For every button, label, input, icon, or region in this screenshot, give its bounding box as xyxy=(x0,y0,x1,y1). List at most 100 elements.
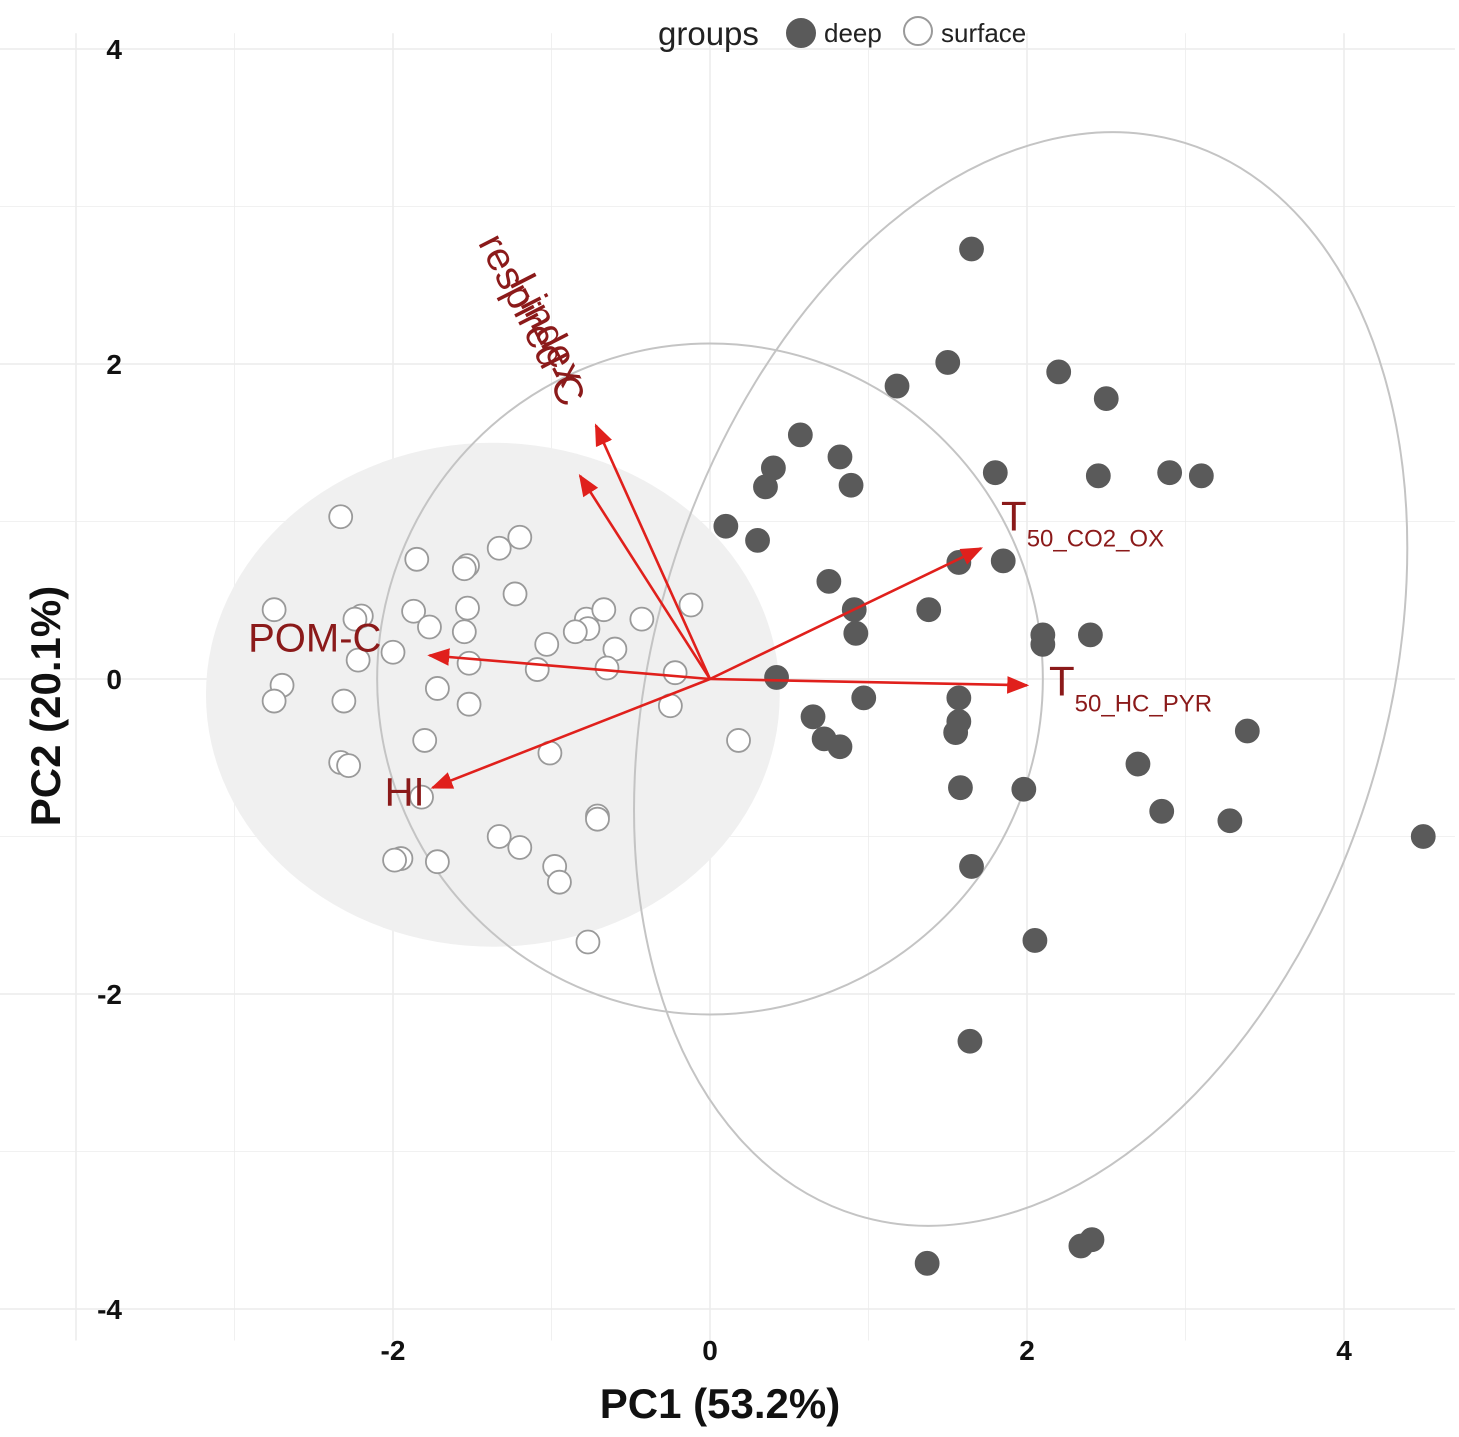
x-axis-title: PC1 (53.2%) xyxy=(600,1380,840,1427)
point-deep xyxy=(884,373,910,399)
point-deep xyxy=(745,528,770,553)
loading-label-2: POM-C xyxy=(248,616,381,660)
point-deep xyxy=(1030,631,1056,657)
point-surface xyxy=(486,535,512,561)
ellipse-surface-0 xyxy=(205,442,780,947)
loading-label-subscript-4: 50_CO2_OX xyxy=(1027,525,1164,552)
y-tick-label: 0 xyxy=(106,664,122,695)
point-surface xyxy=(547,869,572,895)
point-surface xyxy=(404,546,430,572)
point-deep xyxy=(827,444,853,470)
point-deep xyxy=(935,350,961,375)
point-deep xyxy=(948,775,973,801)
point-surface xyxy=(451,619,477,645)
loading-arrow-3 xyxy=(430,677,711,789)
point-deep xyxy=(713,513,739,539)
legend-key-deep xyxy=(786,18,816,48)
point-surface xyxy=(261,688,287,714)
point-surface xyxy=(409,784,434,810)
point-deep xyxy=(753,474,778,500)
x-tick-label: 0 xyxy=(702,1335,718,1366)
y-tick-label: -4 xyxy=(97,1294,122,1325)
x-tick-label: 2 xyxy=(1019,1335,1035,1366)
point-surface xyxy=(507,835,533,860)
point-deep xyxy=(990,548,1016,574)
group-ellipses xyxy=(205,131,1409,1227)
loading-label-4: T50_CO2_OX xyxy=(1001,492,1164,552)
point-surface xyxy=(456,691,482,717)
point-deep xyxy=(800,704,826,730)
point-deep xyxy=(851,685,877,711)
point-surface xyxy=(662,660,688,686)
point-deep xyxy=(1217,808,1243,834)
scatter-points xyxy=(261,236,1436,1276)
ellipse-surface-1 xyxy=(376,342,1044,1016)
point-deep xyxy=(1234,718,1260,744)
legend: groups deep surface xyxy=(658,15,1026,52)
point-deep xyxy=(1085,463,1111,489)
point-surface xyxy=(456,650,482,676)
point-surface xyxy=(417,614,442,640)
loading-label-subscript-5: 50_HC_PYR xyxy=(1075,690,1212,717)
point-surface xyxy=(412,728,438,753)
loading-arrow-0 xyxy=(594,423,712,680)
loading-label-3: HI xyxy=(385,771,425,815)
point-surface xyxy=(629,606,655,632)
loading-arrow-1 xyxy=(578,473,712,680)
point-deep xyxy=(957,1028,983,1054)
point-surface xyxy=(486,824,512,849)
legend-label-deep: deep xyxy=(824,18,882,48)
point-surface xyxy=(451,556,477,582)
point-surface xyxy=(507,524,533,550)
point-surface xyxy=(424,849,450,875)
point-deep xyxy=(982,460,1008,486)
point-surface xyxy=(562,619,588,645)
point-surface xyxy=(726,728,751,753)
point-surface xyxy=(424,676,450,701)
point-deep xyxy=(943,720,969,745)
ellipse-deep-2 xyxy=(633,131,1409,1227)
point-surface xyxy=(585,806,610,832)
point-surface xyxy=(502,581,528,607)
point-deep xyxy=(1125,751,1151,777)
point-deep xyxy=(1157,460,1183,486)
point-deep xyxy=(1078,622,1103,648)
point-deep xyxy=(914,1250,940,1276)
point-deep xyxy=(916,597,942,623)
point-surface xyxy=(345,647,371,673)
y-tick-label: 4 xyxy=(106,34,122,65)
point-deep xyxy=(827,734,853,760)
point-surface xyxy=(575,929,601,955)
point-surface xyxy=(524,657,550,682)
point-surface xyxy=(342,606,368,632)
point-deep xyxy=(764,665,789,690)
point-surface xyxy=(534,631,560,657)
point-deep xyxy=(1093,386,1119,412)
point-deep xyxy=(787,422,813,448)
y-tick-label: 2 xyxy=(106,349,122,380)
point-deep xyxy=(1149,798,1175,824)
point-surface xyxy=(380,639,406,665)
point-deep xyxy=(1022,928,1048,953)
point-deep xyxy=(946,685,972,711)
y-tick-label: -2 xyxy=(97,979,122,1010)
loading-arrow-4 xyxy=(709,547,984,681)
point-deep xyxy=(1011,776,1037,802)
point-deep xyxy=(1046,359,1072,385)
point-surface xyxy=(401,598,427,624)
point-deep xyxy=(843,620,869,646)
point-deep xyxy=(816,568,842,594)
point-deep xyxy=(838,472,864,498)
tick-labels: -2 0 2 4 -4 -2 0 2 4 xyxy=(97,34,1352,1366)
point-deep xyxy=(959,854,984,879)
point-surface xyxy=(336,753,362,779)
point-surface xyxy=(455,595,480,621)
loading-arrow-5 xyxy=(709,676,1030,694)
point-surface xyxy=(261,597,287,623)
y-axis-title: PC2 (20.1%) xyxy=(22,586,69,826)
loading-arrow-2 xyxy=(427,648,711,681)
point-surface xyxy=(594,655,620,681)
loading-label-1: respired-C xyxy=(470,227,594,413)
point-surface xyxy=(328,504,354,530)
